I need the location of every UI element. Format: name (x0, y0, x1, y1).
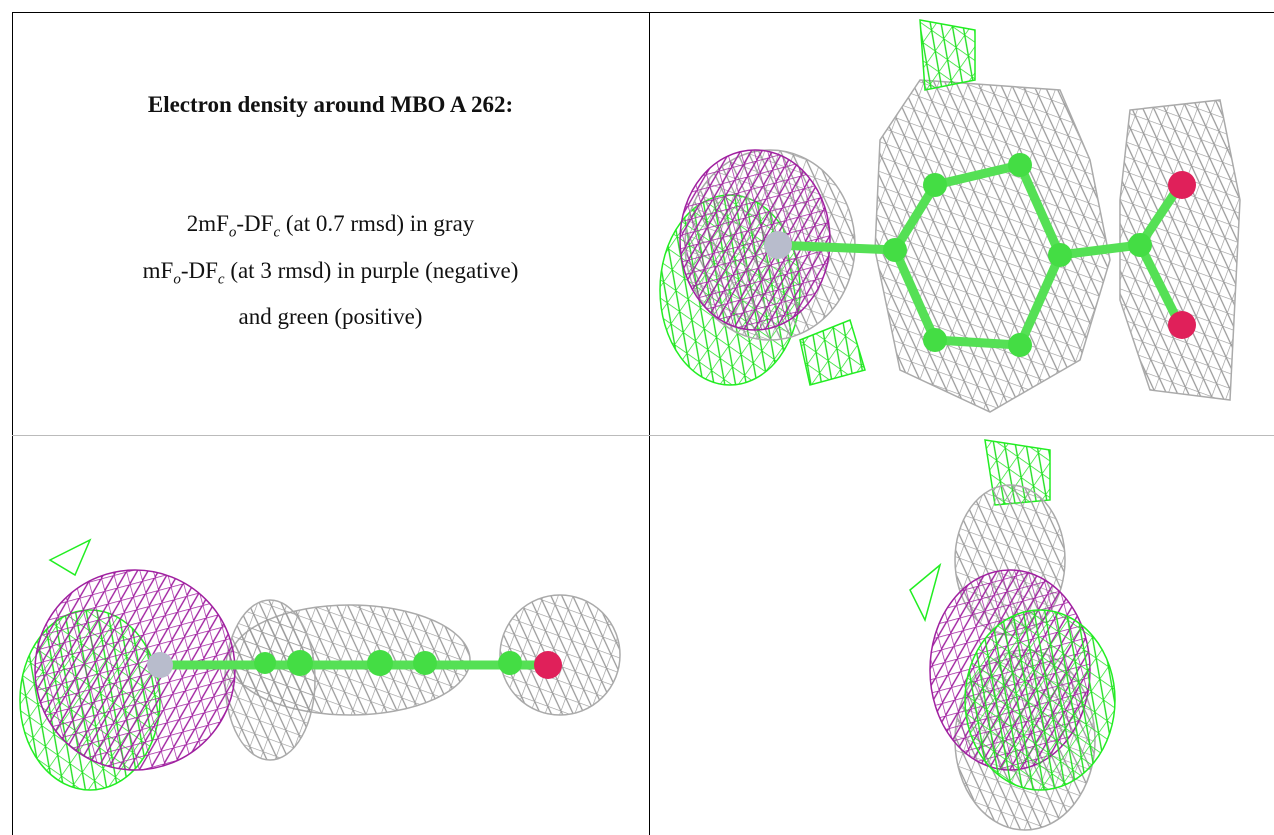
legend-text-part: 2mF (186, 211, 229, 236)
panel-title: Electron density around MBO A 262: (147, 92, 514, 117)
density-top-view (659, 19, 1241, 413)
legend-line: and green (positive) (12, 298, 649, 336)
legend-text-part: and green (positive) (238, 304, 423, 330)
legend-line: 2mFo-DFc (at 0.7 rmsd) in gray (12, 205, 649, 252)
legend-text-part: -DF (180, 257, 218, 283)
subscript: c (273, 224, 281, 241)
subscript: o (173, 271, 181, 288)
legend-text-part: -DF (236, 211, 274, 236)
subscript: o (228, 224, 237, 241)
legend-line: mFo-DFc (at 3 rmsd) in purple (negative) (12, 252, 649, 299)
legend-text: 2mFo-DFc (at 0.7 rmsd) in gray mFo-DFc (a… (12, 205, 649, 336)
density-side-view (19, 538, 621, 791)
density-end-view (909, 439, 1116, 831)
legend-text-part: (at 0.7 rmsd) in gray (280, 211, 475, 236)
legend-text-part: mF (142, 257, 174, 283)
subscript: c (217, 271, 225, 288)
table-borders (12, 12, 1274, 835)
legend-text-part: (at 3 rmsd) in purple (negative) (224, 257, 519, 283)
